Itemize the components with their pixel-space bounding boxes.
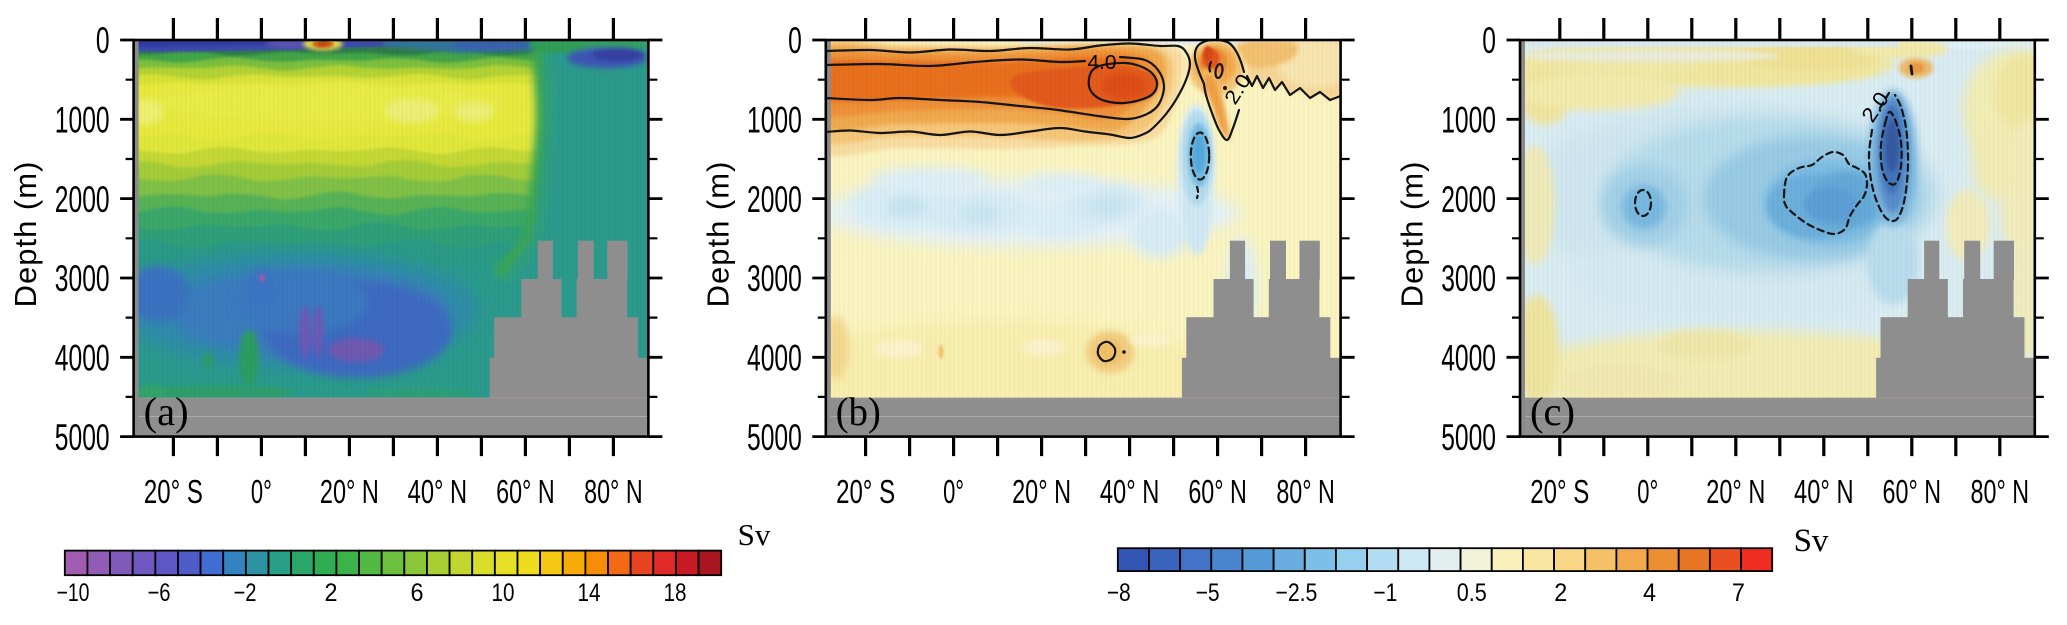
svg-text:1000: 1000 [55,100,110,141]
svg-text:−6: −6 [148,579,171,607]
svg-text:5000: 5000 [1441,417,1496,458]
svg-text:40° N: 40° N [408,473,468,510]
svg-text:20° N: 20° N [1012,473,1071,510]
svg-text:20° S: 20° S [836,473,895,510]
svg-text:Depth (m): Depth (m) [700,161,735,308]
svg-text:6: 6 [411,579,424,607]
svg-text:Depth (m): Depth (m) [8,161,43,308]
svg-text:1000: 1000 [747,100,802,141]
svg-text:3000: 3000 [1441,258,1496,299]
svg-text:3000: 3000 [747,258,802,299]
svg-text:0: 0 [1482,20,1496,61]
svg-text:18: 18 [664,579,687,607]
svg-text:5000: 5000 [55,417,110,458]
svg-text:(a): (a) [144,389,189,434]
svg-text:80° N: 80° N [1276,473,1335,510]
svg-text:Depth (m): Depth (m) [1395,161,1430,308]
svg-text:2: 2 [325,579,338,607]
svg-text:−5: −5 [1196,579,1220,607]
svg-text:−8: −8 [1107,579,1131,607]
svg-text:20° S: 20° S [144,473,203,510]
svg-text:5000: 5000 [747,417,802,458]
svg-text:1000: 1000 [1441,100,1496,141]
svg-text:Sv: Sv [738,517,771,552]
svg-text:0: 0 [788,20,802,61]
svg-text:7: 7 [1732,579,1745,607]
svg-text:0.5: 0.5 [1457,579,1487,607]
svg-text:(c): (c) [1530,389,1575,434]
svg-text:40° N: 40° N [1794,473,1854,510]
svg-text:2000: 2000 [747,179,802,220]
svg-text:14: 14 [578,579,601,607]
svg-text:4: 4 [1643,579,1656,607]
svg-text:−2.5: −2.5 [1275,579,1317,607]
svg-text:−1: −1 [1373,579,1397,607]
svg-text:(b): (b) [836,389,881,434]
svg-text:4000: 4000 [747,338,802,379]
svg-text:20° N: 20° N [320,473,379,510]
svg-text:20° S: 20° S [1530,473,1589,510]
svg-text:4.0: 4.0 [1088,52,1117,74]
svg-text:2000: 2000 [55,179,110,220]
svg-text:2000: 2000 [1441,179,1496,220]
svg-text:Sv: Sv [1794,523,1829,559]
svg-text:60° N: 60° N [1883,473,1942,510]
svg-text:60° N: 60° N [496,473,555,510]
svg-text:−10: −10 [57,579,90,607]
svg-text:80° N: 80° N [1971,473,2030,510]
svg-text:10: 10 [492,579,515,607]
svg-text:40° N: 40° N [1100,473,1160,510]
svg-text:0°: 0° [1637,473,1658,510]
svg-text:60° N: 60° N [1188,473,1247,510]
svg-text:0: 0 [96,20,110,61]
svg-text:80° N: 80° N [584,473,643,510]
svg-text:0°: 0° [943,473,964,510]
svg-text:20° N: 20° N [1706,473,1765,510]
svg-text:2: 2 [1554,579,1567,607]
svg-text:−2: −2 [234,579,257,607]
svg-text:4000: 4000 [1441,338,1496,379]
svg-text:3000: 3000 [55,258,110,299]
svg-text:4000: 4000 [55,338,110,379]
svg-text:0°: 0° [251,473,272,510]
